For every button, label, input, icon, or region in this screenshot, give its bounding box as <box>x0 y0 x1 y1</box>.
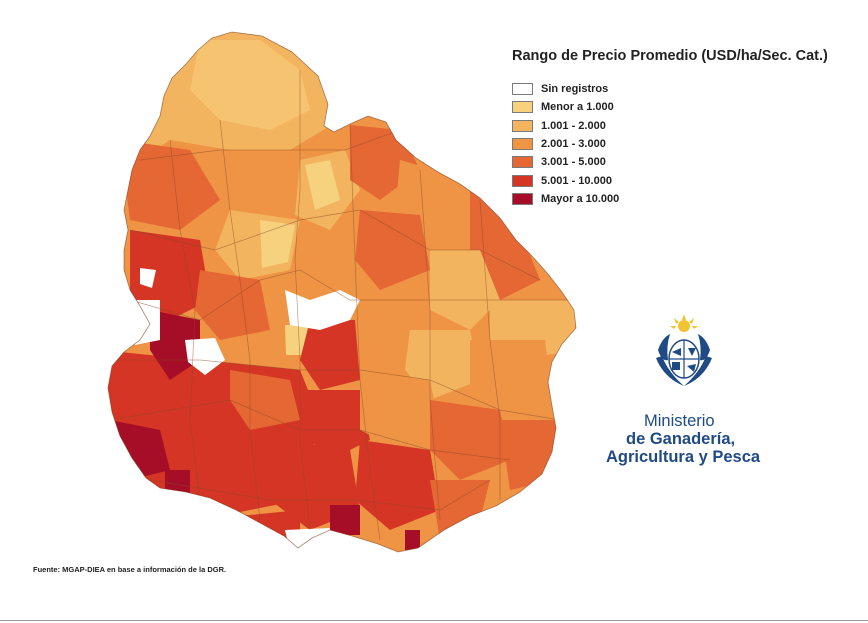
ministry-line-1: Ministerio <box>644 412 715 430</box>
legend-item: Menor a 1.000 <box>512 98 619 116</box>
legend-label: Mayor a 10.000 <box>541 192 620 205</box>
legend-swatch <box>512 138 533 151</box>
legend-swatch <box>512 83 533 96</box>
legend-item: Sin registros <box>512 80 619 98</box>
ministry-logo: Ministerio de Ganadería, Agricultura y P… <box>606 412 760 466</box>
legend: Sin registros Menor a 1.000 1.001 - 2.00… <box>512 80 619 208</box>
ministry-line-3: Agricultura y Pesca <box>606 448 761 466</box>
legend-label: 5.001 - 10.000 <box>541 174 612 187</box>
legend-label: 3.001 - 5.000 <box>541 156 606 169</box>
legend-label: 2.001 - 3.000 <box>541 138 606 151</box>
source-note: Fuente: MGAP-DIEA en base a información … <box>33 565 227 574</box>
bottom-divider <box>0 620 868 621</box>
legend-title: Rango de Precio Promedio (USD/ha/Sec. Ca… <box>512 48 828 64</box>
legend-swatch <box>512 119 533 132</box>
legend-swatch <box>512 156 533 169</box>
legend-swatch <box>512 101 533 114</box>
national-seal-icon <box>656 314 712 386</box>
legend-swatch <box>512 174 533 187</box>
legend-item: 2.001 - 3.000 <box>512 135 619 153</box>
ministry-line-2: de Ganadería, <box>626 430 736 448</box>
legend-label: Menor a 1.000 <box>541 101 614 114</box>
legend-label: 1.001 - 2.000 <box>541 119 606 132</box>
legend-item: 5.001 - 10.000 <box>512 171 619 189</box>
legend-item: Mayor a 10.000 <box>512 190 619 208</box>
legend-item: 3.001 - 5.000 <box>512 153 619 171</box>
legend-item: 1.001 - 2.000 <box>512 117 619 135</box>
legend-label: Sin registros <box>541 83 609 96</box>
legend-swatch <box>512 192 533 205</box>
